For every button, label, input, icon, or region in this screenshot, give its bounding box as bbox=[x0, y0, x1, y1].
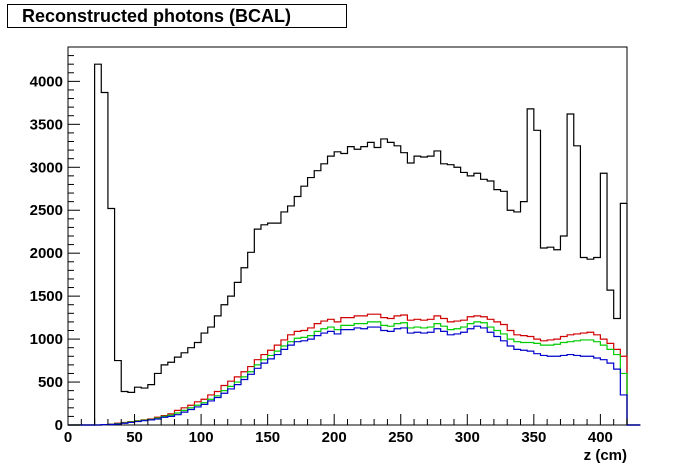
y-tick-label: 4000 bbox=[30, 73, 63, 90]
chart-title: Reconstructed photons (BCAL) bbox=[7, 4, 347, 28]
x-tick-label: 50 bbox=[126, 429, 143, 446]
y-tick-label: 2000 bbox=[30, 245, 63, 262]
x-tick-label: 250 bbox=[388, 429, 413, 446]
histogram-series-group bbox=[68, 63, 641, 426]
x-tick-label: 300 bbox=[455, 429, 480, 446]
y-tick-label: 3000 bbox=[30, 159, 63, 176]
x-tick-label: 150 bbox=[255, 429, 280, 446]
axes: 0 500 1000 1500 2000 2500 3000 3500 4000 0 50 100 15… bbox=[30, 46, 628, 446]
plot-frame bbox=[67, 46, 628, 426]
x-axis-title: z (cm) bbox=[584, 447, 627, 464]
y-tick-label: 0 bbox=[55, 417, 63, 434]
x-tick-label: 350 bbox=[521, 429, 546, 446]
y-tick-label: 3500 bbox=[30, 116, 63, 133]
histogram-series-0 bbox=[68, 63, 641, 426]
histogram-series-2 bbox=[68, 321, 641, 426]
y-tick-label: 2500 bbox=[30, 202, 63, 219]
y-tick-label: 1000 bbox=[30, 331, 63, 348]
x-tick-label: 200 bbox=[322, 429, 347, 446]
x-tick-label: 400 bbox=[588, 429, 613, 446]
plot-border bbox=[67, 46, 628, 426]
histogram-series-3 bbox=[68, 325, 641, 426]
x-tick-label: 100 bbox=[189, 429, 214, 446]
histogram-series-1 bbox=[68, 313, 641, 426]
y-tick-label: 500 bbox=[38, 374, 63, 391]
x-tick-label: 0 bbox=[64, 429, 72, 446]
y-tick-label: 1500 bbox=[30, 288, 63, 305]
